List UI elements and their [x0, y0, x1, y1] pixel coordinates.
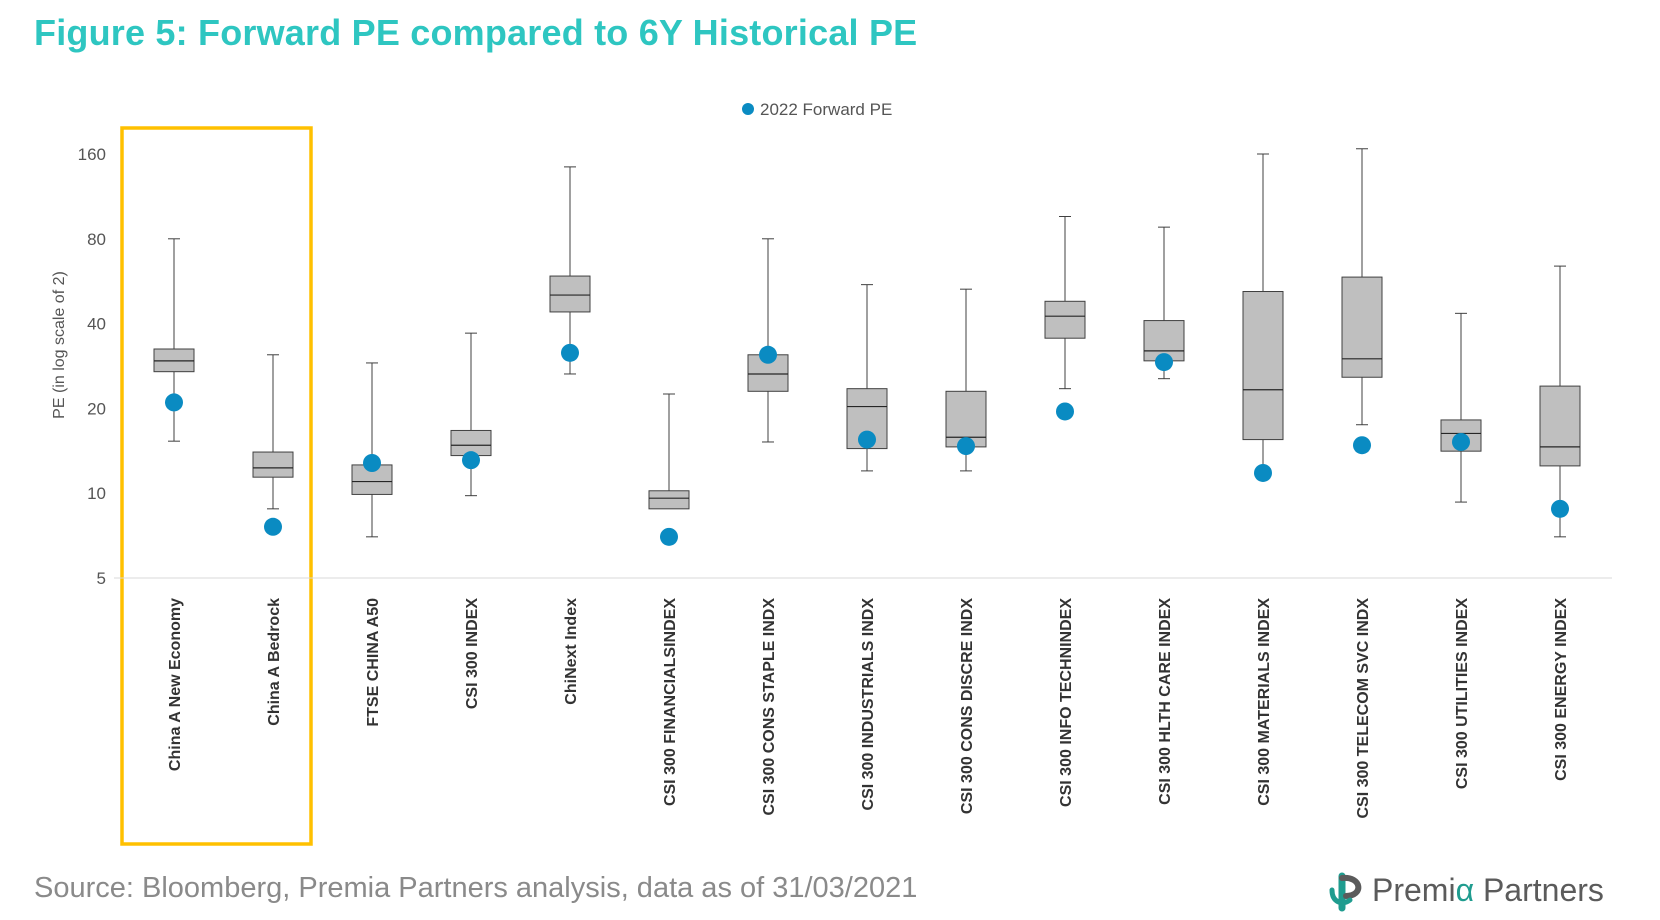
y-axis-label: PE (in log scale of 2)	[51, 271, 68, 419]
forward-pe-dot	[1353, 436, 1371, 455]
box-group	[648, 393, 690, 510]
x-category-label: CSI 300 ENERGY INDEX	[1553, 598, 1570, 781]
iqr-box	[549, 275, 591, 313]
logo-name-part1: Premi	[1372, 872, 1456, 908]
source-note: Source: Bloomberg, Premia Partners analy…	[34, 872, 918, 904]
box-group	[549, 166, 591, 375]
x-category-label: CSI 300 INFO TECHNINDEX	[1058, 598, 1075, 807]
x-category-label: CSI 300 INDUSTRIALS INDX	[860, 598, 877, 811]
x-category-label: ChiNext Index	[563, 598, 580, 705]
iqr-box	[846, 388, 888, 450]
forward-pe-dot	[1056, 402, 1074, 421]
forward-pe-dot	[1254, 463, 1272, 482]
box-group	[1539, 265, 1581, 538]
x-category-label: FTSE CHINA A50	[365, 598, 382, 727]
iqr-box	[252, 451, 294, 478]
forward-pe-dot	[660, 527, 678, 546]
forward-pe-dot	[957, 437, 975, 456]
y-tick-label: 80	[87, 230, 106, 249]
box-group	[747, 238, 789, 443]
forward-pe-dot	[165, 393, 183, 412]
x-category-label: CSI 300 TELECOM SVC INDX	[1355, 598, 1372, 819]
x-category-label: CSI 300 HLTH CARE INDEX	[1157, 598, 1174, 805]
highlight-layer	[120, 126, 313, 846]
forward-pe-dot	[1155, 353, 1173, 372]
legend-label: 2022 Forward PE	[760, 100, 892, 119]
x-category-label: CSI 300 CONS DISCRE INDX	[959, 598, 976, 814]
axis-layer: 160 80 40 20 10 5	[78, 145, 1612, 588]
iqr-box	[1242, 291, 1284, 441]
dots-layer	[165, 343, 1569, 546]
box-group	[1440, 312, 1482, 503]
y-tick-label: 160	[78, 145, 106, 164]
logo-name-part2: Partners	[1474, 872, 1604, 908]
forward-pe-dot	[1452, 432, 1470, 451]
x-category-label: CSI 300 INDEX	[464, 598, 481, 709]
forward-pe-dot	[858, 430, 876, 449]
chart-title: Figure 5: Forward PE compared to 6Y Hist…	[34, 12, 918, 53]
x-category-label: CSI 300 FINANCIALSINDEX	[662, 598, 679, 806]
premia-logo-icon	[1329, 872, 1362, 912]
y-tick-label: 5	[97, 569, 106, 588]
x-category-label: CSI 300 UTILITIES INDEX	[1454, 598, 1471, 789]
box-group	[1341, 148, 1383, 426]
y-tick-label: 40	[87, 315, 106, 334]
box-group	[351, 362, 393, 538]
forward-pe-dot	[1551, 499, 1569, 518]
x-category-label: CSI 300 CONS STAPLE INDX	[761, 598, 778, 816]
forward-pe-dot	[363, 453, 381, 472]
forward-pe-dot	[561, 343, 579, 362]
forward-pe-dot	[264, 517, 282, 536]
iqr-box	[1539, 385, 1581, 467]
box-group	[153, 238, 195, 442]
x-category-label: CSI 300 MATERIALS INDEX	[1256, 598, 1273, 806]
iqr-box	[648, 490, 690, 510]
iqr-box	[1341, 276, 1383, 378]
box-group	[1044, 215, 1086, 390]
highlight-box	[120, 126, 313, 846]
box-group	[450, 332, 492, 497]
iqr-box	[1044, 300, 1086, 339]
boxes-layer	[153, 148, 1581, 538]
x-category-label: China A Bedrock	[266, 598, 283, 726]
y-tick-label: 10	[87, 484, 106, 503]
legend-marker	[742, 103, 754, 115]
x-category-label: China A New Economy	[167, 598, 184, 771]
forward-pe-dot	[462, 451, 480, 470]
labels-layer: China A New Economy China A Bedrock FTSE C…	[167, 598, 1570, 819]
box-group	[1242, 153, 1284, 472]
box-group	[252, 354, 294, 510]
logo-name-accent: α	[1455, 872, 1475, 908]
box-group	[846, 284, 888, 472]
forward-pe-dot	[759, 345, 777, 364]
y-tick-label: 20	[87, 399, 106, 418]
legend: 2022 Forward PE	[742, 100, 892, 119]
